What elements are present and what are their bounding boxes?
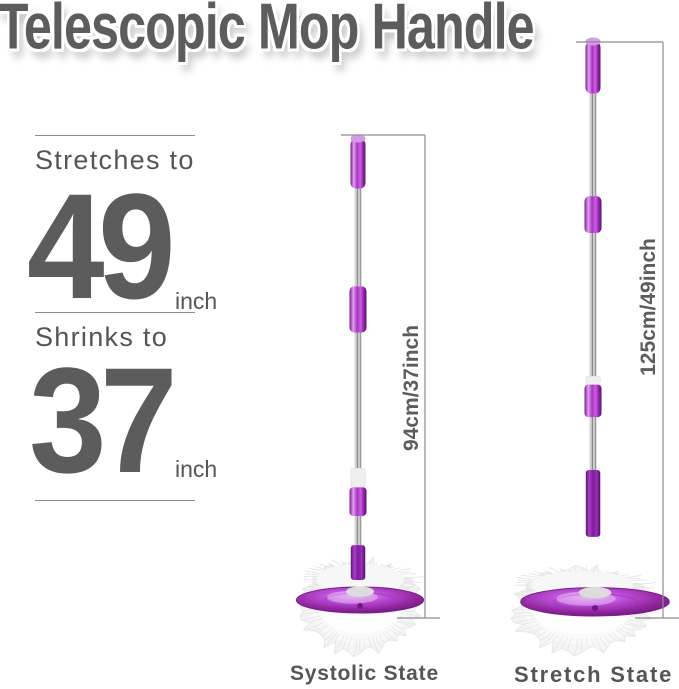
svg-text:125cm/49inch: 125cm/49inch: [637, 238, 660, 376]
svg-text:94cm/37inch: 94cm/37inch: [400, 325, 423, 451]
